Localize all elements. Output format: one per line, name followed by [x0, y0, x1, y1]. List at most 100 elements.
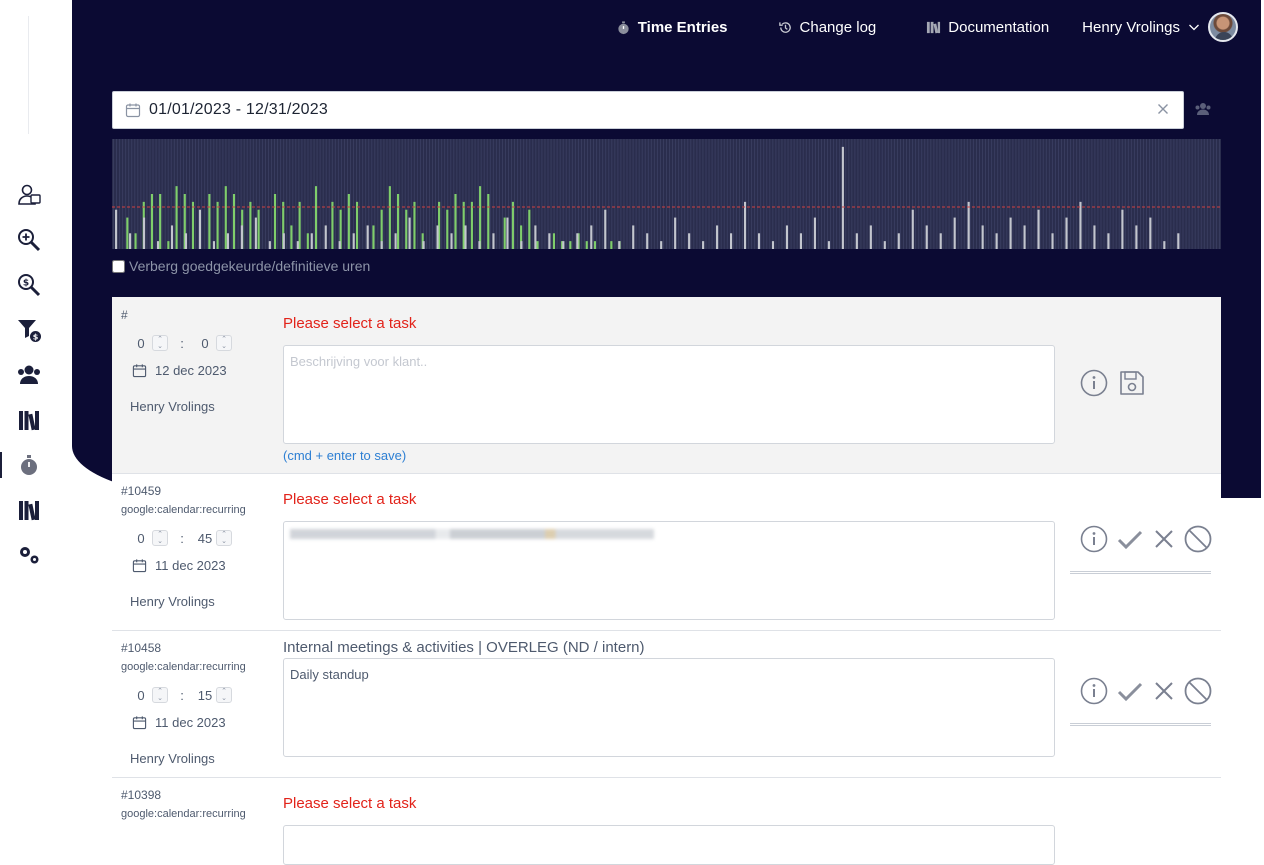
approve-button[interactable] [1116, 525, 1144, 553]
users-icon[interactable] [1194, 101, 1212, 117]
books-icon[interactable] [14, 495, 44, 525]
ignore-button[interactable] [1184, 525, 1212, 553]
approve-button[interactable] [1116, 677, 1144, 705]
chart-bar [282, 201, 285, 249]
chart-bar [413, 201, 416, 249]
chart-day-stripe [359, 139, 361, 249]
chart-day-stripe [1164, 139, 1166, 249]
nav-time-entries[interactable]: Time Entries [616, 19, 728, 36]
chart-day-stripe [951, 139, 953, 249]
info-button[interactable] [1080, 369, 1108, 397]
description-field[interactable] [283, 521, 1055, 620]
description-field[interactable] [283, 345, 1055, 444]
chart-day-stripe [884, 139, 886, 249]
entry-user: Henry Vrolings [130, 751, 215, 766]
chart-bar [156, 241, 160, 249]
hide-approved-label[interactable]: Verberg goedgekeurde/definitieve uren [129, 258, 371, 274]
money-search-icon[interactable]: $ [14, 270, 44, 300]
hours-stepper[interactable]: ⌃ ⌄ [152, 335, 168, 351]
books-icon[interactable] [14, 405, 44, 435]
entry-date[interactable]: 11 dec 2023 [132, 715, 226, 730]
chart-bar [981, 225, 984, 249]
chart-day-stripe [155, 139, 157, 249]
chart-bar [254, 217, 257, 249]
reject-button[interactable] [1150, 677, 1178, 705]
entry-date[interactable]: 11 dec 2023 [132, 558, 226, 573]
task-selector[interactable]: Please select a task [283, 315, 417, 332]
minutes-value[interactable]: 0 [201, 335, 209, 351]
chart-bar [569, 241, 572, 249]
description-field[interactable] [283, 658, 1055, 757]
save-button[interactable] [1118, 369, 1146, 397]
chart-bar [290, 225, 293, 249]
chart-day-stripe [957, 139, 959, 249]
chart-day-stripe [453, 139, 455, 249]
chart-day-stripe [252, 139, 254, 249]
hours-value[interactable]: 0 [137, 530, 145, 546]
chart-day-stripe [881, 139, 883, 249]
chart-day-stripe [1082, 139, 1084, 249]
stopwatch-icon[interactable] [14, 450, 44, 480]
hours-value[interactable]: 0 [137, 687, 145, 703]
chart-day-stripe [371, 139, 373, 249]
user-menu[interactable]: Henry Vrolings [1082, 12, 1238, 42]
chart-day-stripe [811, 139, 813, 249]
minutes-stepper[interactable]: ⌃ ⌄ [216, 335, 232, 351]
chart-day-stripe [696, 139, 698, 249]
chart-day-stripe [1027, 139, 1029, 249]
hide-approved-checkbox[interactable] [112, 259, 125, 273]
hours-value[interactable]: 0 [137, 335, 145, 351]
chart-day-stripe [778, 139, 780, 249]
info-button[interactable] [1080, 677, 1108, 705]
chart-day-stripe [681, 139, 683, 249]
close-icon[interactable] [1155, 101, 1171, 117]
chart-day-stripe [146, 139, 148, 249]
gears-icon[interactable] [14, 540, 44, 570]
save-hint: (cmd + enter to save) [283, 448, 407, 463]
chart-day-stripe [1073, 139, 1075, 249]
minutes-stepper[interactable]: ⌃ ⌄ [216, 530, 232, 546]
ban-icon [1184, 677, 1212, 705]
info-button[interactable] [1080, 525, 1108, 553]
reject-button[interactable] [1150, 525, 1178, 553]
entry-date[interactable]: 12 dec 2023 [132, 363, 227, 378]
chart-bar [534, 225, 537, 249]
chart-day-stripe [280, 139, 282, 249]
save-icon [1120, 371, 1144, 395]
chart-day-stripe [808, 139, 810, 249]
chart-day-stripe [878, 139, 880, 249]
task-selector[interactable]: Please select a task [283, 491, 417, 508]
user-lock-icon[interactable] [14, 180, 44, 210]
nav-change-log[interactable]: Change log [778, 19, 876, 36]
chart-day-stripe [684, 139, 686, 249]
chart-day-stripe [207, 139, 209, 249]
hours-stepper[interactable]: ⌃ ⌄ [152, 687, 168, 703]
nav-documentation[interactable]: Documentation [926, 19, 1049, 36]
chart-day-stripe [1127, 139, 1129, 249]
money-filter-icon[interactable]: $ [14, 315, 44, 345]
chart-day-stripe [584, 139, 585, 249]
ignore-button[interactable] [1184, 677, 1212, 705]
chart-day-stripe [1149, 139, 1151, 249]
chart-day-stripe [666, 139, 667, 249]
chart-bar [1051, 233, 1054, 249]
minutes-value[interactable]: 15 [197, 687, 213, 703]
chart-day-stripe [182, 139, 184, 249]
chart-day-stripe [906, 139, 907, 249]
chart-day-stripe [903, 139, 904, 249]
chart-day-stripe [1076, 139, 1078, 249]
zoom-in-icon[interactable] [14, 225, 44, 255]
description-field[interactable] [283, 825, 1055, 865]
chart-bar [216, 201, 219, 249]
chart-day-stripe [374, 139, 376, 249]
minutes-value[interactable]: 45 [197, 530, 213, 546]
date-range-picker[interactable]: 01/01/2023 - 12/31/2023 [112, 91, 1184, 129]
task-selector[interactable]: Please select a task [283, 795, 417, 812]
users-icon[interactable] [14, 360, 44, 390]
hours-stepper[interactable]: ⌃ ⌄ [152, 530, 168, 546]
chart-day-stripe [189, 139, 190, 249]
minutes-stepper[interactable]: ⌃ ⌄ [216, 687, 232, 703]
task-selector[interactable]: Internal meetings & activities | OVERLEG… [283, 639, 645, 656]
chart-day-stripe [814, 139, 816, 249]
avatar[interactable] [1208, 12, 1238, 42]
